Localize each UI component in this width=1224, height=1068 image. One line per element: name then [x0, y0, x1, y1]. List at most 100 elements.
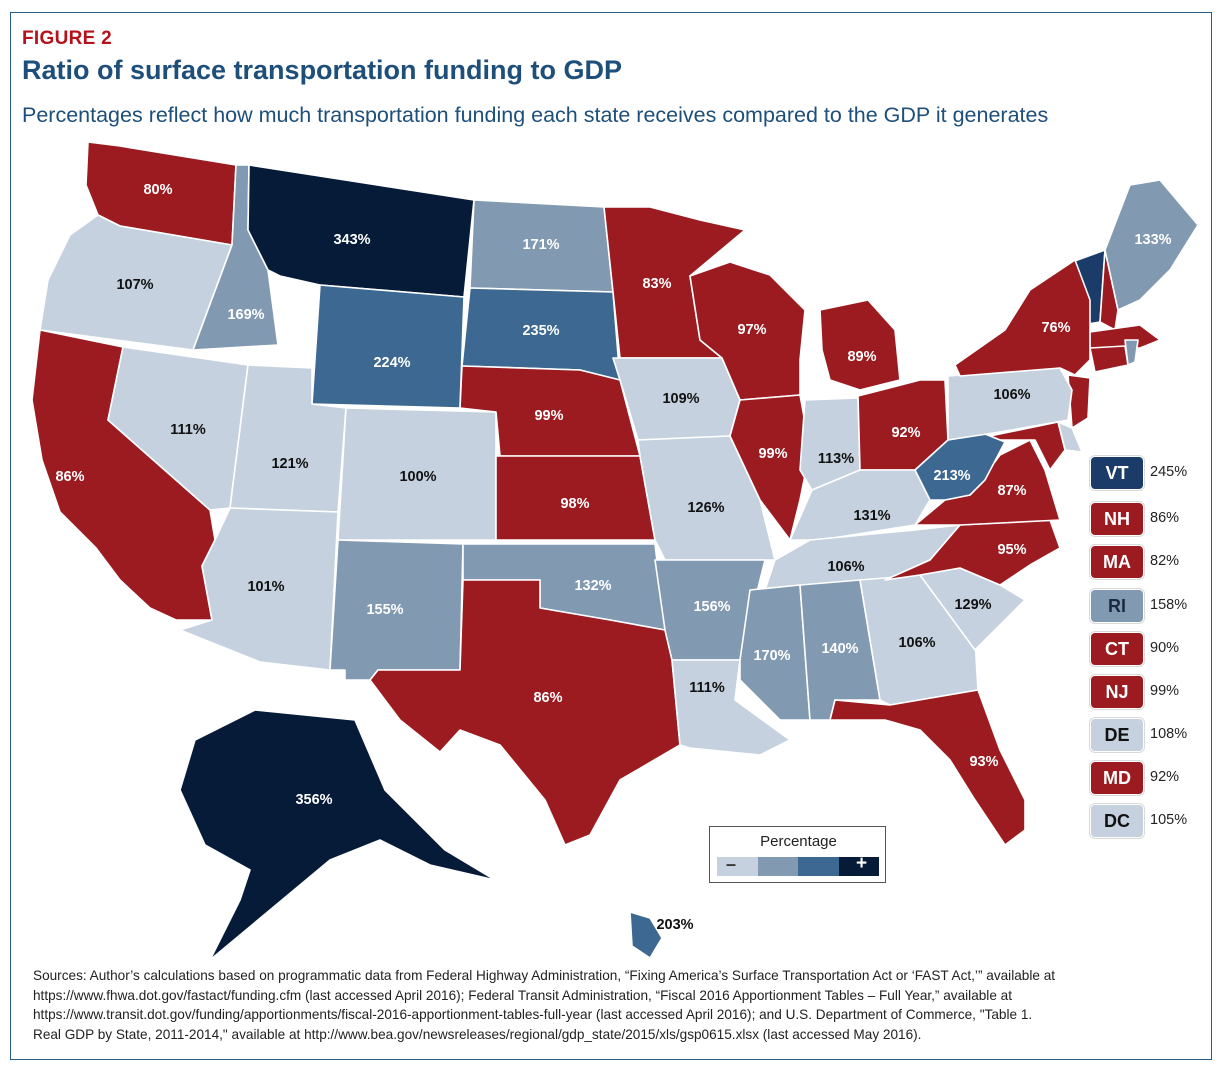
state-value-nd: 171%	[522, 237, 559, 253]
state-value-ca: 86%	[55, 469, 84, 485]
state-value-ak: 356%	[295, 792, 332, 808]
state-ct	[1089, 345, 1129, 373]
state-tx	[369, 579, 681, 846]
state-value-sc: 129%	[954, 597, 991, 613]
state-value-mo: 126%	[687, 500, 724, 516]
state-value-mt: 343%	[333, 232, 370, 248]
sidebar-value: 245%	[1150, 464, 1188, 480]
sidebar-abbr: MA	[1090, 545, 1144, 579]
sidebar-abbr: NH	[1090, 502, 1144, 536]
state-mi	[819, 299, 901, 391]
state-value-az: 101%	[247, 579, 284, 595]
sidebar-row-ri: RI 158%	[1090, 589, 1210, 623]
sidebar-value: 105%	[1150, 812, 1188, 828]
sidebar-row-dc: DC 105%	[1090, 804, 1210, 838]
state-value-wv: 213%	[933, 468, 970, 484]
sidebar-abbr: NJ	[1090, 675, 1144, 709]
figure-frame	[10, 12, 1212, 1060]
state-value-pa: 106%	[993, 387, 1030, 403]
state-value-ky: 131%	[853, 508, 890, 524]
state-value-ia: 109%	[662, 391, 699, 407]
figure-label: FIGURE 2	[22, 28, 113, 49]
sidebar-row-de: DE 108%	[1090, 718, 1210, 752]
sidebar-abbr: CT	[1090, 632, 1144, 666]
state-value-al: 140%	[821, 641, 858, 657]
state-ak	[179, 709, 496, 961]
state-nj	[1067, 374, 1091, 429]
state-value-co: 100%	[399, 469, 436, 485]
state-value-va: 87%	[997, 483, 1026, 499]
state-value-or: 107%	[116, 277, 153, 293]
state-value-nc: 95%	[997, 542, 1026, 558]
state-value-nm: 155%	[366, 602, 403, 618]
sources-line: https://www.fhwa.dot.gov/fastact/funding…	[33, 987, 1013, 1003]
state-value-wy: 224%	[373, 355, 410, 371]
legend-swatch-highest	[838, 857, 879, 876]
sources-line: Sources: Author’s calculations based on …	[33, 968, 1056, 983]
sources-note: Sources: Author’s calculations based on …	[33, 966, 1193, 1044]
legend-title: Percentage	[760, 833, 837, 850]
state-value-il: 99%	[758, 446, 787, 462]
sidebar-value: 99%	[1150, 683, 1180, 699]
sidebar-abbr: DE	[1090, 718, 1144, 752]
state-value-ms: 170%	[753, 648, 790, 664]
sources-line: https://www.transit.dot.gov/funding/appo…	[33, 1007, 1033, 1022]
state-ny	[954, 259, 1091, 377]
sources-line: Real GDP by State, 2011-2014," available…	[33, 1026, 922, 1042]
state-value-ok: 132%	[574, 578, 611, 594]
sidebar-value: 82%	[1150, 553, 1180, 569]
legend-swatch-low	[757, 857, 798, 876]
figure-subtitle: Percentages reflect how much transportat…	[22, 103, 1049, 127]
state-value-fl: 93%	[969, 754, 998, 770]
state-value-sd: 235%	[522, 323, 559, 339]
state-value-ks: 98%	[560, 496, 589, 512]
state-wi	[689, 261, 806, 401]
sidebar-value: 92%	[1150, 769, 1180, 785]
sidebar-row-ma: MA 82%	[1090, 545, 1210, 579]
state-value-mi: 89%	[847, 349, 876, 365]
state-la	[671, 659, 791, 756]
sidebar-row-ct: CT 90%	[1090, 632, 1210, 666]
sidebar-abbr: RI	[1090, 589, 1144, 623]
legend-plus-sign: +	[856, 853, 868, 874]
state-value-ne: 99%	[534, 408, 563, 424]
state-value-id: 169%	[227, 307, 264, 323]
state-il	[729, 394, 811, 541]
state-value-tx: 86%	[533, 690, 562, 706]
state-value-la: 111%	[689, 680, 725, 696]
sidebar-row-nh: NH 86%	[1090, 502, 1210, 536]
state-az	[179, 507, 339, 671]
state-me	[1104, 179, 1199, 311]
legend-minus-sign: –	[726, 854, 737, 874]
state-value-oh: 92%	[891, 425, 920, 441]
state-value-in: 113%	[818, 451, 854, 467]
state-value-tn: 106%	[827, 559, 864, 575]
sidebar-value: 86%	[1150, 510, 1180, 526]
state-fl	[829, 689, 1026, 846]
map-legend: Percentage – +	[709, 826, 886, 883]
sidebar-value: 90%	[1150, 640, 1180, 656]
state-value-ut: 121%	[271, 456, 308, 472]
sidebar-row-vt: VT 245%	[1090, 456, 1210, 490]
state-nv	[107, 346, 249, 511]
state-or	[39, 214, 233, 351]
state-value-nv: 111%	[170, 422, 206, 438]
sidebar-value: 108%	[1150, 726, 1188, 742]
state-value-ar: 156%	[693, 599, 730, 615]
sidebar-row-md: MD 92%	[1090, 761, 1210, 795]
state-value-mn: 83%	[642, 276, 671, 292]
legend-swatch-high	[798, 857, 839, 876]
state-hi	[629, 911, 663, 959]
state-value-hi: 203%	[656, 917, 693, 933]
sidebar-row-nj: NJ 99%	[1090, 675, 1210, 709]
state-value-wi: 97%	[737, 322, 766, 338]
sidebar-abbr: VT	[1090, 456, 1144, 490]
state-ri	[1124, 339, 1139, 366]
sidebar-value: 158%	[1150, 597, 1188, 613]
state-value-wa: 80%	[143, 182, 172, 198]
state-value-me: 133%	[1134, 232, 1171, 248]
legend-swatch-lowest	[717, 857, 758, 876]
legend-scale-bar	[717, 857, 879, 876]
state-wy	[311, 284, 465, 409]
state-mt	[247, 164, 475, 298]
